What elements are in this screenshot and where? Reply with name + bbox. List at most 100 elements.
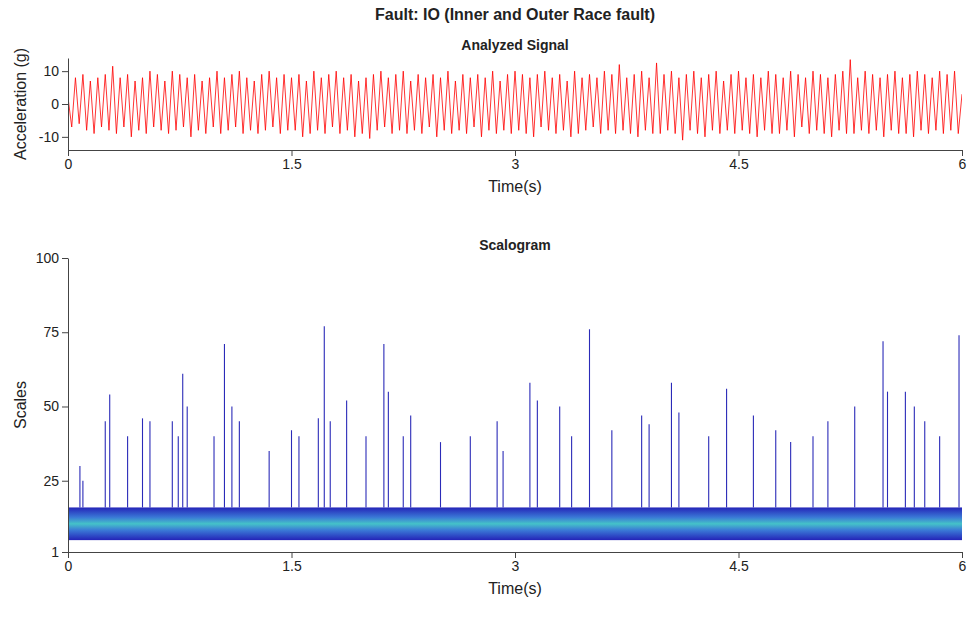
tick: 3: [512, 552, 520, 574]
scale-spike: [671, 383, 672, 508]
scale-spike: [529, 383, 530, 508]
tick: 0: [65, 552, 73, 574]
tick-label: 1: [51, 544, 59, 560]
y-axis: 1255075100: [36, 250, 69, 560]
tick: -10: [39, 129, 68, 145]
y-axis: -10 0 10: [39, 59, 69, 151]
scale-spike: [178, 436, 179, 507]
scale-spike: [914, 406, 915, 507]
signal-line: [68, 60, 962, 141]
scale-spike: [503, 451, 504, 507]
scale-spike: [127, 436, 128, 507]
scale-spike: [298, 436, 299, 507]
scale-spike: [854, 406, 855, 507]
scale-spike: [142, 418, 143, 507]
tick: 75: [43, 324, 68, 340]
scale-spike: [182, 374, 183, 508]
tick-mark: [62, 406, 68, 407]
scale-spike: [79, 466, 80, 508]
x-axis: 0 1.5 3 4.5 6: [65, 552, 967, 574]
scale-spike: [882, 341, 883, 507]
scale-spike: [708, 436, 709, 507]
scale-spike: [383, 344, 384, 507]
scale-spike: [958, 335, 959, 507]
chart-root: Fault: IO (Inner and Outer Race fault)01…: [0, 0, 979, 617]
x-axis: 0 1.5 3 4.5 6: [65, 150, 967, 172]
scale-spike: [905, 392, 906, 508]
tick-mark: [62, 137, 68, 138]
scale-spike: [172, 421, 173, 507]
tick: 4.5: [729, 150, 749, 172]
x-axis-title: Time(s): [488, 178, 542, 195]
scale-spike: [346, 401, 347, 508]
scale-spike: [440, 442, 441, 507]
plot-area: [68, 326, 962, 540]
scale-spike: [330, 421, 331, 507]
scale-spike: [571, 436, 572, 507]
scale-spike: [641, 415, 642, 507]
tick-label: 1.5: [282, 558, 302, 574]
tick: 1.5: [282, 150, 302, 172]
scale-spike: [827, 421, 828, 507]
tick: 3: [512, 150, 520, 172]
figure-title: Fault: IO (Inner and Outer Race fault): [375, 6, 655, 23]
panel-title: Analyzed Signal: [461, 37, 568, 53]
tick: 25: [43, 473, 68, 489]
tick: 4.5: [729, 552, 749, 574]
tick-label: -10: [39, 129, 59, 145]
y-axis-title: Scales: [12, 381, 29, 429]
tick-mark: [62, 552, 68, 553]
scale-spike: [887, 392, 888, 508]
scale-spike: [187, 406, 188, 507]
scale-spike: [388, 392, 389, 508]
tick-label: 0: [65, 558, 73, 574]
scale-spike: [775, 430, 776, 507]
scale-spike: [678, 412, 679, 507]
tick-label: 3: [512, 156, 520, 172]
tick: 1: [51, 544, 68, 560]
scale-spike: [365, 436, 366, 507]
scale-spike: [537, 401, 538, 508]
tick: 100: [36, 250, 68, 266]
tick: 0: [65, 150, 73, 172]
scale-spike: [924, 421, 925, 507]
scale-spike: [812, 436, 813, 507]
tick-label: 3: [512, 558, 520, 574]
panel-title: Scalogram: [479, 237, 551, 253]
tick-label: 6: [959, 156, 967, 172]
axis-line: [68, 259, 69, 553]
tick-label: 25: [43, 473, 59, 489]
scale-spike: [109, 395, 110, 508]
scale-spike: [213, 436, 214, 507]
tick-label: 0: [51, 96, 59, 112]
scale-spike: [753, 415, 754, 507]
x-axis-title: Time(s): [488, 580, 542, 597]
tick: 6: [959, 552, 967, 574]
scale-spike: [231, 406, 232, 507]
tick-mark: [62, 71, 68, 72]
tick: 10: [43, 63, 68, 79]
scale-spike: [318, 418, 319, 507]
axis-line: [68, 59, 69, 151]
scale-spike: [224, 344, 225, 507]
scale-spike: [470, 436, 471, 507]
scale-spike: [611, 430, 612, 507]
panel: 01.534.561255075100ScalogramTime(s)Scale…: [12, 237, 967, 597]
tick-label: 4.5: [729, 156, 749, 172]
scale-spike: [939, 436, 940, 507]
scale-spike: [497, 421, 498, 507]
scale-spike: [324, 326, 325, 507]
tick-label: 10: [43, 63, 59, 79]
tick: 6: [959, 150, 967, 172]
plot-area: [68, 60, 962, 141]
scale-spike: [82, 481, 83, 508]
scale-spike: [403, 436, 404, 507]
scale-spike: [790, 442, 791, 507]
tick: 1.5: [282, 552, 302, 574]
tick-mark: [62, 332, 68, 333]
scale-spike: [410, 415, 411, 507]
scale-spike: [589, 329, 590, 507]
scale-spike: [291, 430, 292, 507]
tick: 0: [51, 96, 68, 112]
y-axis-title: Acceleration (g): [12, 48, 29, 160]
